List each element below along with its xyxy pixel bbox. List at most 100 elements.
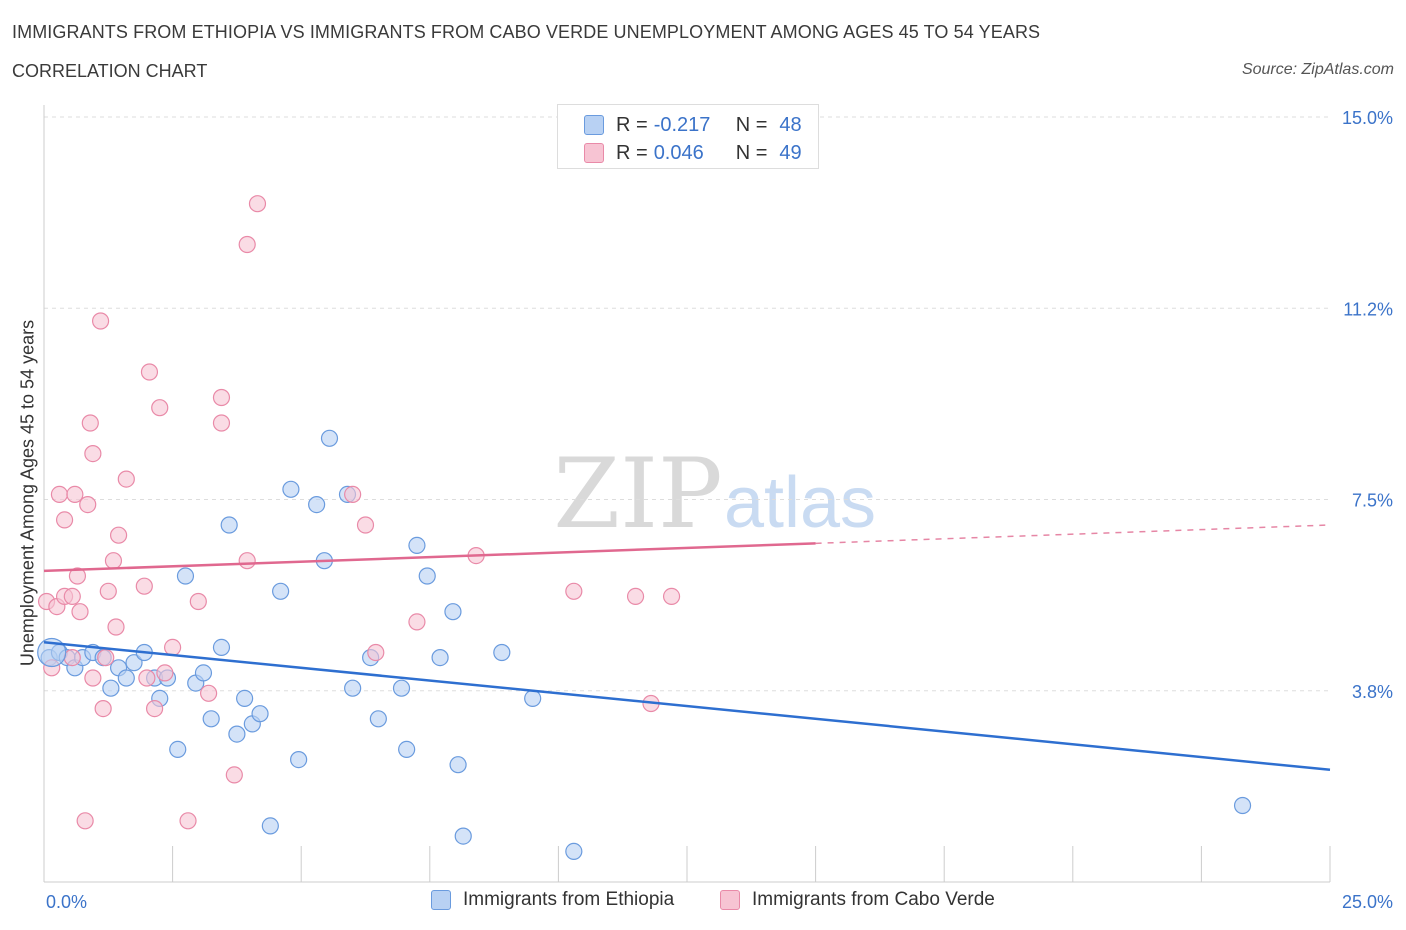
caboverde-point [626, 587, 645, 606]
ethiopia-swatch [584, 115, 604, 135]
caboverde-point [151, 399, 169, 417]
caboverde-point [68, 567, 87, 585]
caboverde-swatch [584, 143, 604, 163]
caboverde-point [138, 669, 156, 687]
caboverde-point [79, 496, 97, 514]
caboverde-point [99, 582, 117, 600]
ethiopia-point [261, 817, 279, 835]
ethiopia-point [344, 679, 362, 697]
caboverde-point [367, 643, 385, 662]
ethiopia-cluster-point [37, 637, 67, 668]
ethiopia-point [454, 827, 472, 845]
legend-n-label: N = [735, 113, 768, 136]
caboverde-point [212, 414, 231, 432]
caboverde-point [63, 587, 81, 606]
caboverde-point [91, 312, 110, 330]
ethiopia-point [369, 710, 387, 728]
ethiopia-point [392, 679, 411, 697]
correlation-legend: R = -0.217 N = 48 R = 0.046 N = 49 [557, 104, 819, 169]
chart-subtitle: CORRELATION CHART [12, 61, 208, 81]
ethiopia-point [282, 480, 300, 498]
ethiopia-legend-swatch [431, 890, 451, 910]
ethiopia-point [212, 638, 231, 657]
caboverde-point [356, 516, 375, 534]
y-tick-label: 11.2% [1343, 299, 1393, 319]
bottom-legend-ethiopia: Immigrants from Ethiopia [431, 889, 674, 911]
caboverde-point [662, 587, 681, 606]
caboverde-point [104, 552, 123, 570]
ethiopia-point [117, 669, 135, 687]
caboverde-point [94, 699, 112, 718]
caboverde-point [97, 648, 115, 667]
y-tick-label: 7.5% [1352, 491, 1393, 511]
legend-r-label: R = [616, 141, 648, 164]
caboverde-point [408, 613, 426, 631]
caboverde-point [81, 414, 99, 432]
caboverde-point [189, 592, 207, 611]
caboverde-point [55, 511, 74, 529]
ethiopia-point [228, 725, 246, 743]
ethiopia-point [169, 740, 187, 759]
caboverde-point [140, 363, 159, 381]
ethiopia-point [1233, 796, 1252, 815]
caboverde-point [225, 766, 243, 784]
caboverde-point [212, 388, 231, 407]
source-label: Source: ZipAtlas.com [1241, 61, 1394, 78]
caboverde-point [145, 699, 164, 718]
legend-r-label: R = [616, 113, 648, 136]
ethiopia-point [308, 496, 326, 514]
caboverde-trend-line [43, 542, 816, 573]
ethiopia-point [125, 654, 143, 672]
ethiopia-point [251, 705, 269, 723]
legend-n-value: 49 [779, 141, 802, 164]
ethiopia-point [320, 429, 339, 447]
ethiopia-point [493, 643, 511, 662]
bottom-legend-caboverde: Immigrants from Cabo Verde [720, 889, 995, 911]
caboverde-legend-label: Immigrants from Cabo Verde [752, 889, 995, 910]
legend-row-caboverde: R = 0.046 N = 49 [584, 141, 802, 165]
caboverde-point [238, 552, 256, 570]
x-tick-label-min: 0.0% [46, 892, 87, 912]
caboverde-point [344, 485, 362, 503]
caboverde-trend-line-dashed [815, 524, 1331, 545]
caboverde-point [76, 812, 94, 830]
caboverde-point [156, 664, 174, 682]
ethiopia-point [236, 689, 254, 708]
caboverde-point [84, 445, 102, 463]
caboverde-point [238, 235, 256, 254]
ethiopia-point [194, 664, 213, 682]
caboverde-point [63, 648, 81, 667]
caboverde-point [71, 603, 89, 621]
x-tick-label-max: 25.0% [1342, 892, 1393, 912]
ethiopia-point [272, 582, 290, 600]
ethiopia-point [431, 648, 449, 667]
legend-row-ethiopia: R = -0.217 N = 48 [584, 113, 802, 137]
ethiopia-point [444, 603, 462, 621]
caboverde-point [200, 684, 218, 702]
caboverde-point [164, 638, 182, 657]
caboverde-point [135, 577, 153, 595]
ethiopia-point [202, 710, 220, 728]
watermark-atlas: atlas [724, 463, 876, 543]
legend-r-value: -0.217 [653, 113, 711, 136]
chart-title: IMMIGRANTS FROM ETHIOPIA VS IMMIGRANTS F… [12, 22, 1041, 42]
caboverde-point [84, 669, 102, 687]
caboverde-point [179, 812, 197, 830]
caboverde-point [50, 485, 69, 503]
ethiopia-point [220, 516, 238, 534]
y-axis-label: Unemployment Among Ages 45 to 54 years [17, 319, 38, 667]
ethiopia-point [418, 567, 436, 585]
y-tick-label: 15.0% [1342, 108, 1393, 128]
legend-r-value: 0.046 [653, 141, 704, 164]
ethiopia-point [398, 740, 416, 759]
y-tick-label: 3.8% [1352, 682, 1393, 702]
ethiopia-point [290, 750, 308, 769]
caboverde-legend-swatch [720, 890, 740, 910]
ethiopia-trend-line [43, 641, 1331, 772]
legend-n-label: N = [735, 141, 768, 164]
ethiopia-point [524, 689, 542, 708]
ethiopia-point [408, 536, 426, 555]
caboverde-point [109, 526, 128, 544]
watermark-zip: ZIP [553, 438, 722, 550]
ethiopia-legend-label: Immigrants from Ethiopia [463, 889, 675, 910]
